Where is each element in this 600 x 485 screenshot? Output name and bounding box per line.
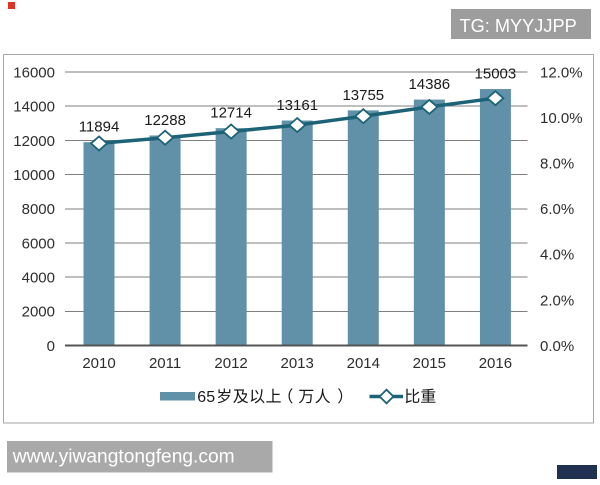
svg-text:2016: 2016 xyxy=(479,355,512,372)
svg-text:2014: 2014 xyxy=(347,355,380,372)
svg-text:6.0%: 6.0% xyxy=(540,201,574,218)
svg-text:10000: 10000 xyxy=(13,167,55,184)
svg-text:2011: 2011 xyxy=(149,355,181,372)
svg-text:11894: 11894 xyxy=(79,119,120,136)
svg-text:8000: 8000 xyxy=(22,201,55,218)
svg-text:65: 65 xyxy=(197,389,215,406)
svg-text:2015: 2015 xyxy=(413,355,446,372)
svg-text:2013: 2013 xyxy=(281,355,314,372)
svg-text:12000: 12000 xyxy=(13,133,55,150)
svg-text:16000: 16000 xyxy=(13,64,55,81)
svg-text:2010: 2010 xyxy=(82,355,115,372)
svg-text:0: 0 xyxy=(47,338,55,355)
svg-text:4000: 4000 xyxy=(22,270,55,287)
svg-text:4.0%: 4.0% xyxy=(540,247,574,264)
svg-text:6000: 6000 xyxy=(22,235,55,252)
svg-text:13755: 13755 xyxy=(342,87,384,104)
svg-text:15003: 15003 xyxy=(475,66,517,83)
svg-text:12288: 12288 xyxy=(144,112,186,129)
svg-text:12714: 12714 xyxy=(210,105,252,122)
svg-text:14386: 14386 xyxy=(408,76,450,93)
svg-text:TG: MYYJJPP: TG: MYYJJPP xyxy=(460,16,577,36)
svg-text:10.0%: 10.0% xyxy=(540,110,583,127)
svg-text:2012: 2012 xyxy=(214,355,247,372)
svg-text:0.0%: 0.0% xyxy=(540,338,574,355)
svg-text:2000: 2000 xyxy=(22,304,55,321)
svg-text:2.0%: 2.0% xyxy=(540,292,574,309)
svg-text:www.yiwangtongfeng.com: www.yiwangtongfeng.com xyxy=(12,447,235,468)
svg-text:12.0%: 12.0% xyxy=(540,64,583,81)
svg-text:14000: 14000 xyxy=(13,99,55,116)
svg-text:8.0%: 8.0% xyxy=(540,156,574,173)
svg-text:13161: 13161 xyxy=(276,97,318,114)
